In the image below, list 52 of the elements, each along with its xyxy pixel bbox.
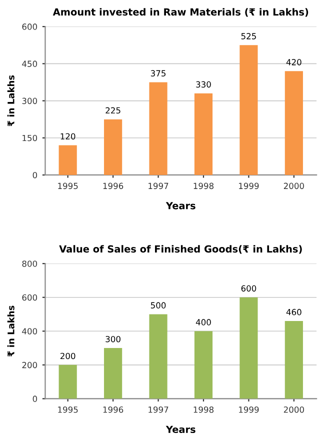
y-axis-title: ₹ in Lakhs [7, 306, 14, 357]
bar [194, 93, 213, 175]
bar [58, 145, 77, 175]
data-label: 330 [196, 81, 211, 88]
y-tick-label: 600 [22, 294, 38, 301]
x-axis-title: Years [166, 202, 196, 210]
data-label: 375 [150, 70, 166, 76]
data-label: 120 [60, 133, 76, 140]
y-tick-label: 0 [32, 396, 38, 402]
x-tick-label: 1995 [58, 182, 78, 190]
y-tick-label: 200 [22, 362, 38, 368]
x-tick-label: 2000 [284, 182, 304, 190]
x-tick-label: 1999 [239, 182, 259, 190]
data-label: 200 [60, 352, 76, 360]
x-tick-label: 2000 [284, 406, 304, 413]
bar [240, 45, 258, 175]
chart-title: Value of Sales of Finished Goods(₹ in Lakhs) [59, 245, 302, 254]
y-tick-label: 400 [22, 328, 38, 334]
data-label: 460 [286, 308, 302, 316]
data-label: 300 [106, 336, 120, 342]
data-label: 500 [150, 302, 166, 308]
data-label: 420 [286, 59, 302, 66]
y-tick-label: 450 [22, 60, 38, 67]
x-axis-title: Years [166, 426, 196, 434]
data-label: 600 [241, 285, 256, 292]
y-axis-title: ₹ in Lakhs [7, 75, 14, 126]
y-tick-label: 0 [32, 172, 38, 178]
y-tick-label: 300 [22, 98, 38, 104]
x-tick-label: 1997 [148, 182, 168, 190]
bar [240, 297, 258, 399]
bar [149, 82, 168, 175]
y-tick-label: 800 [22, 260, 38, 267]
chart-title: Amount invested in Raw Materials (₹ in Lakhs) [52, 8, 308, 17]
x-tick-label: 1998 [194, 182, 214, 190]
y-tick-label: 150 [22, 134, 38, 142]
x-tick-label: 1995 [58, 406, 78, 413]
x-tick-label: 1996 [103, 182, 124, 190]
bar [284, 321, 303, 399]
x-tick-label: 1997 [148, 406, 168, 413]
data-label: 400 [196, 319, 211, 326]
bar [284, 71, 303, 175]
x-tick-label: 1999 [239, 406, 259, 413]
data-label: 525 [241, 33, 256, 40]
bar [104, 119, 122, 175]
data-label: 225 [106, 107, 120, 114]
bar [149, 314, 168, 399]
bar [104, 348, 122, 399]
x-tick-label: 1998 [194, 406, 214, 413]
bar [58, 364, 77, 399]
x-tick-label: 1996 [103, 406, 124, 413]
y-tick-label: 600 [22, 24, 38, 30]
bar [194, 331, 213, 399]
